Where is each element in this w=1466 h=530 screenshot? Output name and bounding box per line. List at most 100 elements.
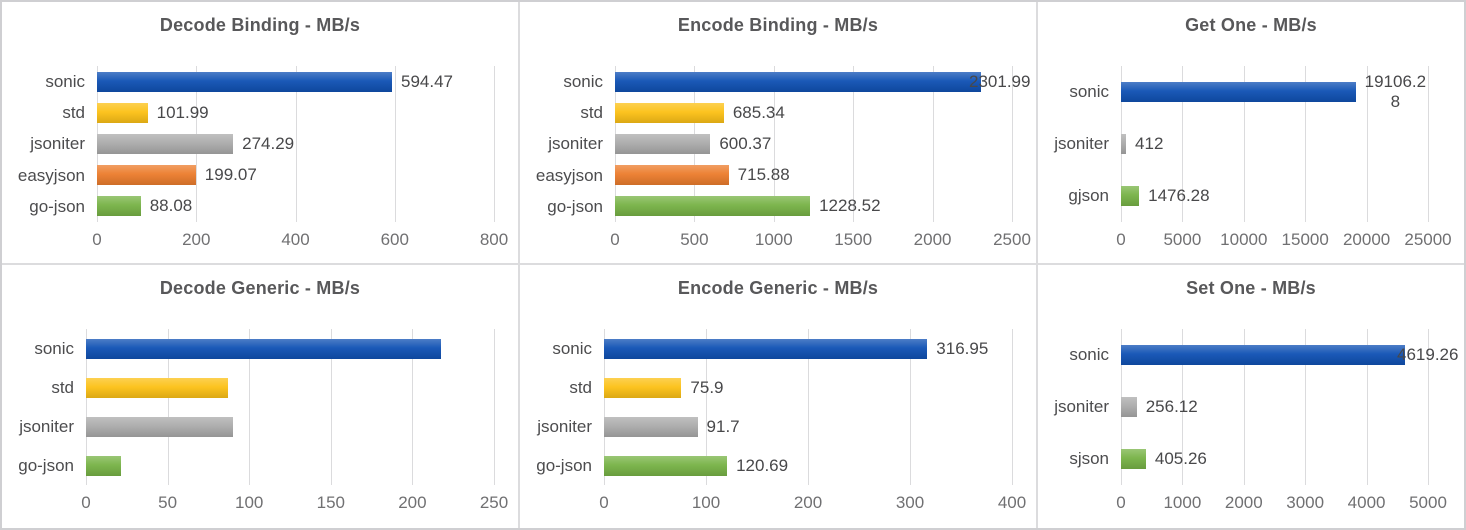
gridline bbox=[86, 329, 87, 485]
gridline bbox=[330, 329, 332, 485]
bar-std bbox=[615, 102, 724, 123]
x-tick-label: 0 bbox=[1116, 493, 1126, 512]
gridline bbox=[249, 329, 251, 485]
bar-go-json bbox=[604, 455, 728, 476]
bar-sonic bbox=[1121, 82, 1356, 102]
gridline bbox=[412, 329, 414, 485]
bar-sjson bbox=[1121, 449, 1146, 469]
x-tick-label: 100 bbox=[691, 493, 721, 512]
gridline bbox=[1305, 66, 1307, 222]
x-tick-label: 800 bbox=[479, 230, 509, 249]
value-label: 1476.28 bbox=[1148, 186, 1210, 205]
chart-title: Set One - MB/s bbox=[1186, 278, 1316, 298]
category-label-easyjson: easyjson bbox=[17, 165, 85, 185]
gridline bbox=[394, 66, 396, 222]
category-labels: sonic std jsoniter go-json bbox=[2, 329, 74, 485]
gridline bbox=[706, 329, 707, 485]
x-tick-label: 500 bbox=[680, 230, 709, 249]
x-tick-label: 10000 bbox=[1220, 230, 1268, 249]
gridline bbox=[494, 329, 495, 485]
gridline bbox=[1243, 66, 1245, 222]
value-label: 88.08 bbox=[149, 196, 193, 216]
x-tick-label: 5000 bbox=[1163, 230, 1202, 249]
value-label: 4619.26 bbox=[1397, 345, 1459, 364]
category-label-go-json: go-json bbox=[18, 456, 74, 475]
category-label-sonic: sonic bbox=[34, 339, 74, 358]
category-label-jsoniter: jsoniter bbox=[548, 134, 603, 154]
value-label: 120.69 bbox=[736, 455, 789, 475]
category-label-easyjson: easyjson bbox=[535, 165, 603, 185]
x-tick-label: 2500 bbox=[993, 230, 1031, 249]
x-tick-label: 0 bbox=[81, 493, 91, 512]
category-labels: sonic jsoniter gjson bbox=[1038, 66, 1109, 222]
bar-jsoniter bbox=[615, 134, 711, 154]
category-label-jsoniter: jsoniter bbox=[19, 417, 74, 436]
category-labels: sonic std jsoniter easyjson go-json bbox=[520, 66, 603, 222]
value-label: 199.07 bbox=[204, 165, 257, 185]
x-tick-label: 300 bbox=[895, 493, 925, 512]
chart-area: sonic jsoniter sjson 0 1000 2000 3000 4000 5000 4… bbox=[1038, 329, 1464, 521]
gridline bbox=[1182, 329, 1184, 485]
x-tick-label: 1000 bbox=[754, 230, 793, 249]
category-label-sonic: sonic bbox=[552, 339, 592, 358]
gridline bbox=[167, 329, 169, 485]
bar-jsoniter bbox=[1121, 134, 1127, 154]
category-labels: sonic jsoniter sjson bbox=[1038, 329, 1109, 485]
x-tick-label: 5000 bbox=[1409, 493, 1447, 512]
plot-area: 0 200 400 600 800 594.47 101.99 274.29 199.07 88.… bbox=[92, 66, 508, 249]
gridline bbox=[1428, 329, 1429, 485]
category-label-jsoniter: jsoniter bbox=[537, 417, 592, 436]
category-label-sonic: sonic bbox=[45, 72, 85, 91]
gridline bbox=[604, 329, 605, 485]
x-tick-label: 400 bbox=[997, 493, 1027, 512]
value-label: 316.95 bbox=[936, 338, 989, 358]
gridline bbox=[1305, 329, 1307, 485]
value-label: 274.29 bbox=[242, 134, 295, 153]
chart-area: sonic std jsoniter go-json 0 100 200 300 400 316.… bbox=[520, 329, 1036, 521]
category-label-std: std bbox=[569, 378, 592, 397]
plot-area: 0 5000 10000 15000 20000 25000 19106.2 8 412 147… bbox=[1116, 66, 1452, 249]
bar-std bbox=[86, 377, 228, 398]
x-tick-label: 250 bbox=[479, 493, 509, 512]
category-label-jsoniter: jsoniter bbox=[30, 134, 85, 154]
gridline bbox=[773, 66, 775, 222]
gridline bbox=[910, 329, 911, 485]
chart-area: sonic std jsoniter easyjson go-json 0 200 400 60… bbox=[2, 66, 518, 258]
bar-jsoniter bbox=[86, 416, 233, 437]
panel-decode-generic: Decode Generic - MB/s sonic std jsoniter go… bbox=[2, 265, 520, 528]
x-tick-label: 600 bbox=[380, 230, 409, 249]
category-label-sonic: sonic bbox=[1069, 82, 1109, 101]
category-label-sonic: sonic bbox=[1069, 345, 1109, 364]
x-tick-label: 2000 bbox=[1224, 493, 1263, 512]
x-tick-label: 15000 bbox=[1281, 230, 1329, 249]
bar-sonic bbox=[86, 338, 441, 359]
value-label: 600.37 bbox=[719, 134, 772, 153]
category-labels: sonic std jsoniter go-json bbox=[520, 329, 592, 485]
chart-title: Encode Binding - MB/s bbox=[677, 15, 879, 35]
plot-area: 0 100 200 300 400 316.95 75.9 91.7 120.69 bbox=[599, 329, 1026, 512]
gridline bbox=[295, 66, 297, 222]
chart-area: sonic std jsoniter easyjson go-json 0 500 1000 1… bbox=[520, 66, 1036, 258]
category-label-jsoniter: jsoniter bbox=[1054, 397, 1109, 416]
bar-sonic bbox=[97, 71, 392, 92]
gridline bbox=[1366, 66, 1368, 222]
bar-jsoniter bbox=[97, 134, 234, 154]
x-tick-label: 0 bbox=[599, 493, 609, 512]
gridline bbox=[1012, 329, 1013, 485]
x-tick-label: 200 bbox=[398, 493, 427, 512]
bar-jsoniter bbox=[1121, 397, 1137, 417]
x-tick-label: 200 bbox=[793, 493, 823, 512]
x-tick-label: 20000 bbox=[1342, 230, 1391, 249]
category-label-std: std bbox=[51, 378, 74, 397]
category-label-sjson: sjson bbox=[1069, 449, 1109, 468]
chart-area: sonic std jsoniter go-json 0 50 100 150 200 250 bbox=[2, 329, 518, 521]
x-tick-label: 100 bbox=[235, 493, 264, 512]
x-tick-label: 4000 bbox=[1347, 493, 1386, 512]
chart-title: Get One - MB/s bbox=[1185, 15, 1317, 35]
bar-std bbox=[97, 102, 148, 123]
chart-title: Decode Binding - MB/s bbox=[159, 15, 361, 35]
panel-decode-binding: Decode Binding - MB/s sonic std jsoniter ea… bbox=[2, 2, 520, 265]
gridline bbox=[494, 66, 495, 222]
bar-go-json bbox=[86, 455, 122, 476]
